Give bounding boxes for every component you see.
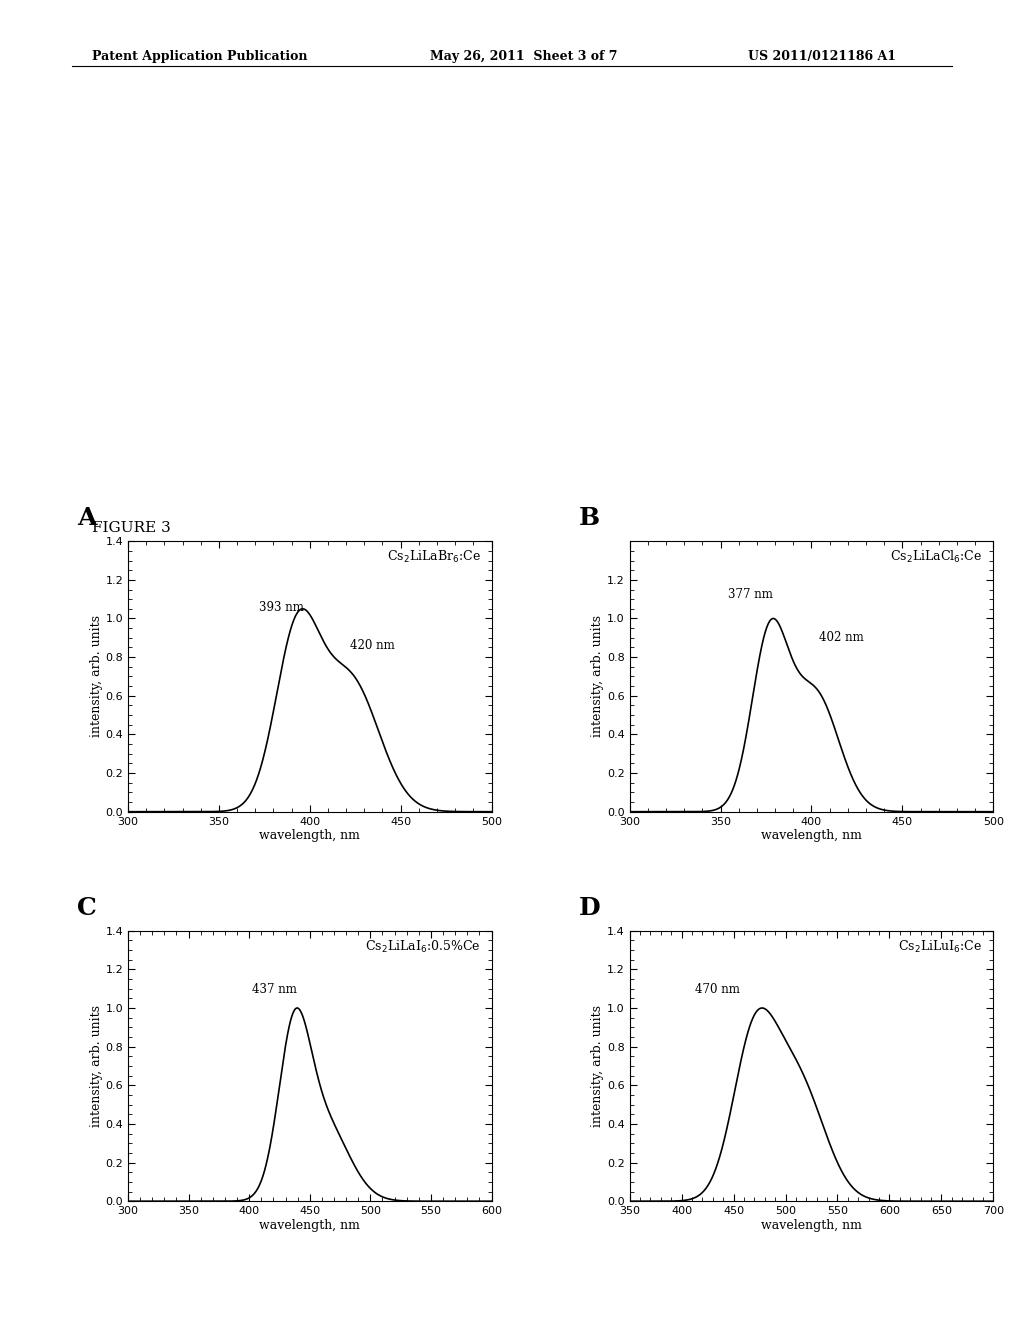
Text: Cs$_2$LiLaI$_6$:0.5%Ce: Cs$_2$LiLaI$_6$:0.5%Ce	[366, 939, 480, 954]
X-axis label: wavelength, nm: wavelength, nm	[761, 1218, 862, 1232]
Text: D: D	[579, 896, 600, 920]
Text: 393 nm: 393 nm	[259, 601, 304, 614]
Text: 470 nm: 470 nm	[695, 982, 740, 995]
X-axis label: wavelength, nm: wavelength, nm	[761, 829, 862, 842]
Text: Cs$_2$LiLuI$_6$:Ce: Cs$_2$LiLuI$_6$:Ce	[898, 939, 982, 954]
Y-axis label: intensity, arb. units: intensity, arb. units	[90, 615, 102, 738]
Y-axis label: intensity, arb. units: intensity, arb. units	[591, 615, 604, 738]
Text: FIGURE 3: FIGURE 3	[92, 520, 171, 535]
X-axis label: wavelength, nm: wavelength, nm	[259, 1218, 360, 1232]
Text: US 2011/0121186 A1: US 2011/0121186 A1	[748, 50, 896, 63]
Text: 437 nm: 437 nm	[252, 982, 297, 995]
Text: 420 nm: 420 nm	[350, 639, 394, 652]
Text: Cs$_2$LiLaCl$_6$:Ce: Cs$_2$LiLaCl$_6$:Ce	[890, 549, 982, 565]
Text: Patent Application Publication: Patent Application Publication	[92, 50, 307, 63]
Y-axis label: intensity, arb. units: intensity, arb. units	[591, 1005, 604, 1127]
Text: 377 nm: 377 nm	[728, 587, 773, 601]
Text: May 26, 2011  Sheet 3 of 7: May 26, 2011 Sheet 3 of 7	[430, 50, 617, 63]
Text: B: B	[579, 507, 600, 531]
Y-axis label: intensity, arb. units: intensity, arb. units	[90, 1005, 102, 1127]
Text: A: A	[77, 507, 96, 531]
Text: Cs$_2$LiLaBr$_6$:Ce: Cs$_2$LiLaBr$_6$:Ce	[387, 549, 480, 565]
X-axis label: wavelength, nm: wavelength, nm	[259, 829, 360, 842]
Text: 402 nm: 402 nm	[819, 631, 863, 644]
Text: C: C	[77, 896, 97, 920]
